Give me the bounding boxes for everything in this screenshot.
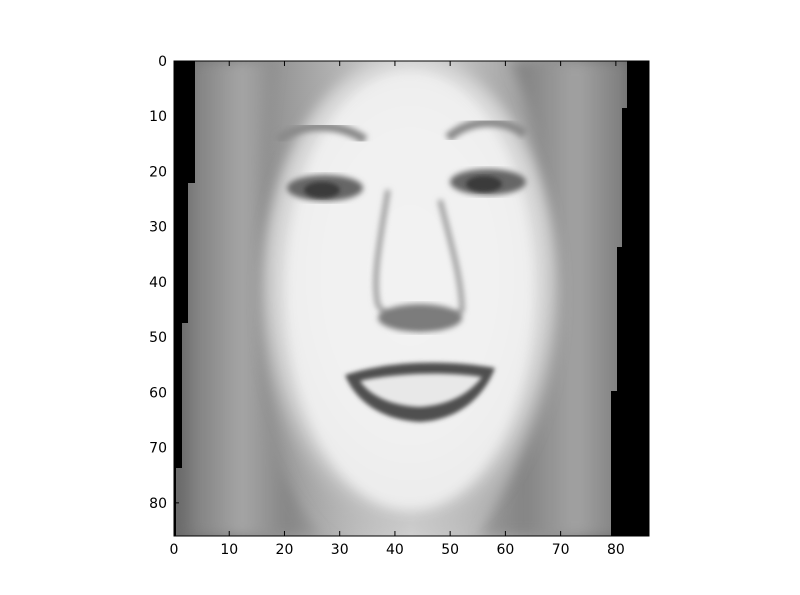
y-tick-label: 0 xyxy=(158,54,167,70)
x-tick-label: 20 xyxy=(276,542,294,558)
y-axis-ticks: 0 10 20 30 40 50 60 70 80 xyxy=(149,54,649,512)
y-tick-label: 60 xyxy=(149,385,167,401)
y-tick-label: 50 xyxy=(149,330,167,346)
y-tick-label: 20 xyxy=(149,164,167,180)
x-tick-label: 60 xyxy=(496,542,514,558)
x-tick-label: 30 xyxy=(331,542,349,558)
x-axis-ticks: 0 10 20 30 40 50 60 70 80 xyxy=(170,61,625,558)
x-tick-label: 0 xyxy=(170,542,179,558)
y-tick-label: 10 xyxy=(149,109,167,125)
x-tick-label: 50 xyxy=(441,542,459,558)
image-padding xyxy=(174,61,649,536)
x-tick-label: 80 xyxy=(607,542,625,558)
x-tick-label: 70 xyxy=(552,542,570,558)
x-tick-label: 10 xyxy=(220,542,238,558)
face-image xyxy=(174,61,649,536)
y-tick-label: 70 xyxy=(149,441,167,457)
x-tick-label: 40 xyxy=(386,542,404,558)
y-tick-label: 80 xyxy=(149,496,167,512)
axes-frame xyxy=(173,60,650,537)
y-tick-label: 40 xyxy=(149,275,167,291)
y-tick-label: 30 xyxy=(149,220,167,236)
